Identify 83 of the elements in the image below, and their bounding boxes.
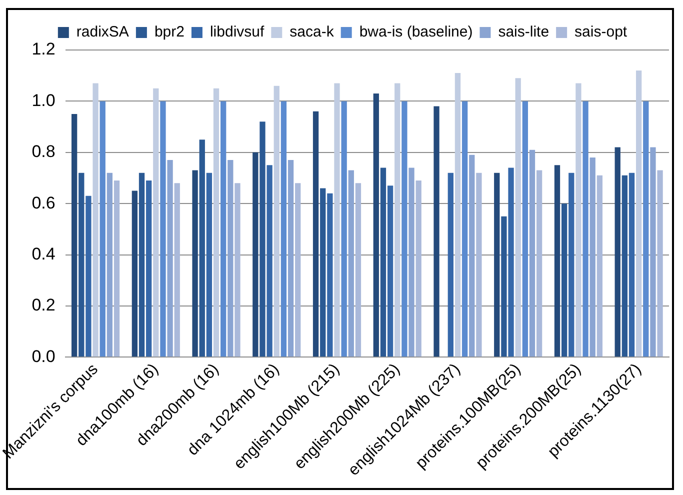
y-tick-label: 0.8	[32, 142, 56, 162]
bar	[355, 183, 362, 357]
bar	[78, 172, 84, 357]
bar	[469, 154, 475, 357]
bar	[643, 101, 649, 357]
bar	[132, 190, 138, 357]
bar	[476, 172, 482, 357]
bar	[167, 160, 173, 357]
bar	[146, 180, 152, 357]
bar	[387, 186, 394, 357]
bar	[138, 172, 145, 357]
bar	[213, 88, 220, 357]
bar	[295, 183, 301, 357]
y-tick-label: 0.2	[32, 296, 56, 315]
bar	[448, 172, 454, 357]
bar	[614, 147, 620, 357]
bar	[153, 88, 159, 357]
bar	[434, 106, 440, 357]
bar	[536, 170, 542, 357]
bar	[348, 170, 354, 357]
bar	[522, 101, 528, 357]
bar	[320, 188, 326, 357]
bar	[590, 157, 596, 357]
bar	[327, 193, 333, 357]
bar	[192, 170, 198, 357]
bar	[454, 73, 461, 357]
bar	[561, 204, 568, 357]
legend-label: radixSA	[76, 24, 129, 41]
bar	[636, 70, 642, 357]
bar	[92, 83, 98, 357]
bar	[529, 150, 536, 357]
y-tick-label: 1.0	[32, 90, 56, 110]
bar	[650, 147, 656, 357]
legend-label: sais-lite	[498, 24, 550, 41]
bar	[462, 101, 468, 357]
bar	[228, 160, 234, 357]
bar	[596, 175, 602, 357]
bar	[341, 101, 347, 357]
bar	[260, 122, 266, 357]
bar	[494, 172, 500, 357]
bar	[554, 165, 560, 357]
bar	[100, 101, 106, 357]
bar	[622, 175, 628, 357]
bar	[160, 101, 166, 357]
bar	[334, 83, 340, 357]
bar	[274, 86, 280, 357]
bar	[72, 114, 78, 357]
bar	[568, 172, 574, 357]
bar	[252, 152, 258, 357]
legend-label: sais-opt	[574, 24, 628, 41]
bar	[266, 165, 272, 357]
bar	[508, 168, 514, 357]
bar	[394, 83, 400, 357]
bar	[312, 111, 319, 357]
y-tick-label: 0.6	[32, 193, 56, 212]
bar	[234, 183, 240, 357]
bar	[582, 101, 588, 357]
bar	[576, 83, 582, 357]
bar	[402, 101, 408, 357]
bar	[657, 170, 663, 357]
bar	[220, 101, 226, 357]
bar	[86, 196, 92, 357]
y-tick-label: 1.2	[32, 40, 56, 59]
bar	[114, 180, 120, 357]
bar	[373, 94, 379, 357]
legend-label: bpr2	[154, 24, 184, 41]
legend-label: libdivsuf	[210, 24, 265, 41]
bar	[380, 168, 386, 357]
bar	[280, 101, 287, 357]
bar	[408, 168, 414, 357]
legend-label: bwa-is (baseline)	[359, 24, 473, 41]
bar	[501, 216, 507, 357]
y-tick-label: 0.4	[32, 244, 56, 264]
bar	[174, 183, 180, 357]
bar	[206, 172, 212, 357]
bar	[106, 172, 113, 357]
bar	[416, 180, 422, 357]
bar	[628, 172, 635, 357]
y-tick-label: 0.0	[32, 346, 56, 366]
legend-label: saca-k	[290, 24, 334, 41]
bar	[515, 78, 521, 357]
bar	[288, 160, 294, 357]
bar	[199, 140, 205, 357]
